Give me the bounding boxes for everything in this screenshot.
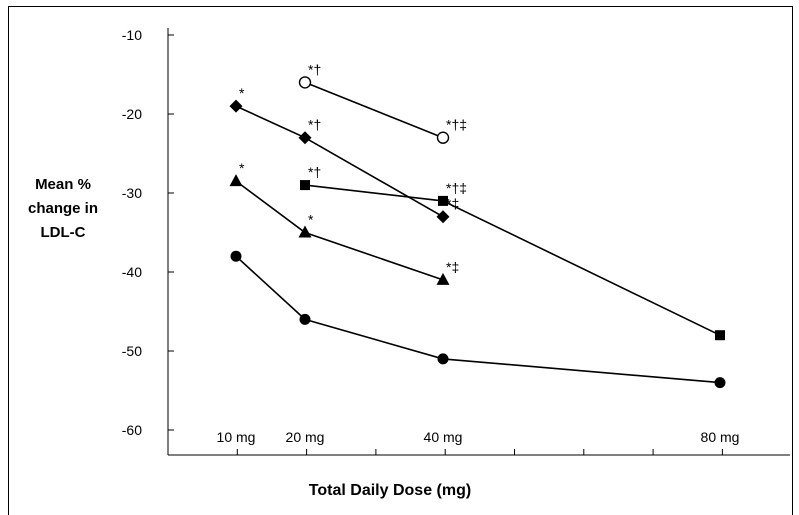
x-tick-label: 40 mg xyxy=(424,429,463,445)
x-axis-title: Total Daily Dose (mg) xyxy=(308,482,472,499)
data-point-open-circle xyxy=(436,131,450,144)
series-line-circle-filled xyxy=(235,255,721,384)
y-tick-label: -20 xyxy=(122,106,142,122)
data-annotation: *† xyxy=(308,61,321,77)
series-line-circle-open xyxy=(304,81,444,139)
y-tick-label: -30 xyxy=(122,185,142,201)
y-axis-title-line-1: Mean % xyxy=(35,176,91,193)
data-point-filled-circle xyxy=(714,377,726,389)
series-line-diamond xyxy=(235,105,444,218)
data-annotation: *†‡ xyxy=(446,180,467,196)
data-annotation: *† xyxy=(308,164,321,180)
data-point-diamond xyxy=(229,99,243,113)
data-point-square xyxy=(715,330,725,341)
data-annotation: *†‡ xyxy=(446,117,467,133)
data-point-square xyxy=(300,180,310,191)
data-point-diamond xyxy=(436,210,450,224)
y-tick-label: -10 xyxy=(122,27,142,43)
data-annotation: * xyxy=(239,85,245,101)
data-point-open-circle xyxy=(298,76,312,89)
data-point-diamond xyxy=(298,131,312,145)
data-point-filled-circle xyxy=(299,313,311,325)
series-line-square xyxy=(304,184,721,336)
data-point-triangle xyxy=(298,225,312,238)
data-point-triangle xyxy=(436,272,450,285)
y-tick-label: -60 xyxy=(122,422,142,438)
data-point-square xyxy=(438,195,448,206)
y-tick-label: -50 xyxy=(122,343,142,359)
x-tick-label: 20 mg xyxy=(286,429,325,445)
y-tick-label: -40 xyxy=(122,264,142,280)
y-axis-title-line-3: LDL-C xyxy=(40,224,86,241)
data-point-filled-circle xyxy=(437,353,449,365)
x-tick-label: 10 mg xyxy=(217,429,256,445)
x-tick-label: 80 mg xyxy=(701,429,740,445)
data-annotation: * xyxy=(239,160,245,176)
series-line-triangle xyxy=(235,180,444,281)
y-axis-title-line-2: change in xyxy=(28,200,99,217)
data-annotation: *‡ xyxy=(446,259,459,275)
data-annotation: *† xyxy=(308,117,321,133)
data-point-filled-circle xyxy=(230,250,242,262)
data-annotation: * xyxy=(308,212,314,228)
chart-frame xyxy=(8,6,793,515)
data-point-triangle xyxy=(229,174,243,187)
